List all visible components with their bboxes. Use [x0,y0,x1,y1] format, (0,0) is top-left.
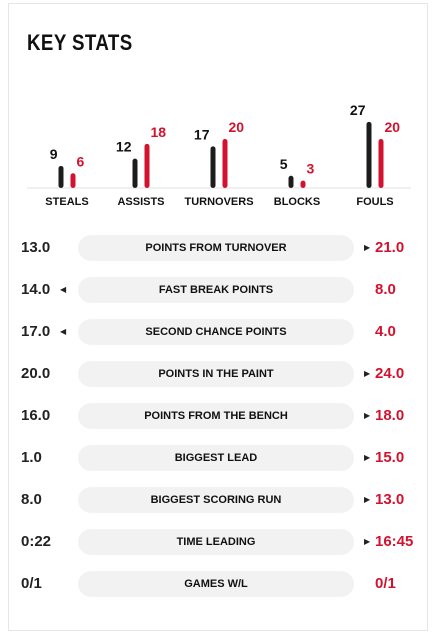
bar-assists-series-2 [144,143,150,188]
stat-label: GAMES W/L [78,571,354,597]
right-leader-arrow-icon: ▶ [364,243,371,252]
value-label-blocks-series-1: 5 [280,156,288,172]
right-leader-arrow-icon: ▶ [364,495,371,504]
stat-left-value: 1.0 [21,449,42,466]
value-label-assists-series-2: 18 [151,124,167,140]
category-label-turnovers: TURNOVERS [184,196,253,208]
bar-steals-series-2 [70,173,76,188]
key-stats-title: KEY STATS [27,30,133,55]
stat-right-value: 4.0 [375,323,396,340]
value-label-steals-series-2: 6 [77,153,85,169]
left-leader-arrow-icon: ◀ [60,327,67,336]
stat-label: FAST BREAK POINTS [78,277,354,303]
stat-row-biggest-scoring-run: 8.0 BIGGEST SCORING RUN ▶ 13.0 [9,487,429,513]
stat-left-value: 0/1 [21,575,42,592]
bar-blocks-series-1 [288,175,294,188]
stat-right-value: 13.0 [375,491,405,508]
stat-row-games-w-l: 0/1 GAMES W/L 0/1 [9,571,429,597]
stat-label: TIME LEADING [78,529,354,555]
stat-label: POINTS IN THE PAINT [78,361,354,387]
stat-left-value: 17.0 [21,323,51,340]
stat-right-value: 24.0 [375,365,405,382]
value-label-turnovers-series-2: 20 [229,119,245,135]
stat-right-value: 8.0 [375,281,396,298]
right-leader-arrow-icon: ▶ [364,537,371,546]
stat-label: BIGGEST LEAD [78,445,354,471]
stat-right-value: 18.0 [375,407,405,424]
stat-left-value: 14.0 [21,281,51,298]
bar-fouls-series-1 [366,121,372,188]
stat-right-value: 0/1 [375,575,396,592]
stat-row-fast-break-points: 14.0 ◀ FAST BREAK POINTS 8.0 [9,277,429,303]
value-label-blocks-series-2: 3 [307,161,315,177]
value-label-assists-series-1: 12 [116,139,132,155]
key-stats-bar-chart: 9 6 STEALS 12 18 ASSISTS 17 20 TURNOVERS 5 3 BLOCKS… [27,102,411,208]
bar-assists-series-1 [132,158,138,188]
bar-fouls-series-2 [378,139,384,188]
right-leader-arrow-icon: ▶ [364,369,371,378]
category-label-blocks: BLOCKS [274,196,320,208]
value-label-fouls-series-1: 27 [350,102,366,118]
stat-row-points-from-turnover: 13.0 POINTS FROM TURNOVER ▶ 21.0 [9,235,429,261]
stat-left-value: 0:22 [21,533,52,550]
stat-row-points-in-the-paint: 20.0 POINTS IN THE PAINT ▶ 24.0 [9,361,429,387]
stat-label: BIGGEST SCORING RUN [78,487,354,513]
bar-blocks-series-2 [300,180,306,188]
stat-left-value: 8.0 [21,491,42,508]
stat-row-points-from-the-bench: 16.0 POINTS FROM THE BENCH ▶ 18.0 [9,403,429,429]
key-stats-card: KEY STATS 9 6 STEALS 12 18 ASSISTS 17 20 TURNOVE… [8,3,428,631]
stat-right-value: 16:45 [375,533,414,550]
category-label-fouls: FOULS [356,196,393,208]
stat-label: POINTS FROM TURNOVER [78,235,354,261]
category-label-steals: STEALS [45,196,88,208]
right-leader-arrow-icon: ▶ [364,453,371,462]
stat-label: SECOND CHANCE POINTS [78,319,354,345]
stat-left-value: 16.0 [21,407,51,424]
right-leader-arrow-icon: ▶ [364,411,371,420]
bar-steals-series-1 [58,165,64,188]
bar-turnovers-series-2 [222,139,228,188]
stat-row-time-leading: 0:22 TIME LEADING ▶ 16:45 [9,529,429,555]
left-leader-arrow-icon: ◀ [60,285,67,294]
stat-left-value: 13.0 [21,239,51,256]
stat-right-value: 21.0 [375,239,405,256]
stat-row-biggest-lead: 1.0 BIGGEST LEAD ▶ 15.0 [9,445,429,471]
value-label-turnovers-series-1: 17 [194,126,210,142]
value-label-steals-series-1: 9 [50,146,58,162]
stat-right-value: 15.0 [375,449,405,466]
stat-left-value: 20.0 [21,365,51,382]
stat-row-second-chance-points: 17.0 ◀ SECOND CHANCE POINTS 4.0 [9,319,429,345]
bar-turnovers-series-1 [210,146,216,188]
value-label-fouls-series-2: 20 [385,119,401,135]
stat-label: POINTS FROM THE BENCH [78,403,354,429]
category-label-assists: ASSISTS [117,196,164,208]
